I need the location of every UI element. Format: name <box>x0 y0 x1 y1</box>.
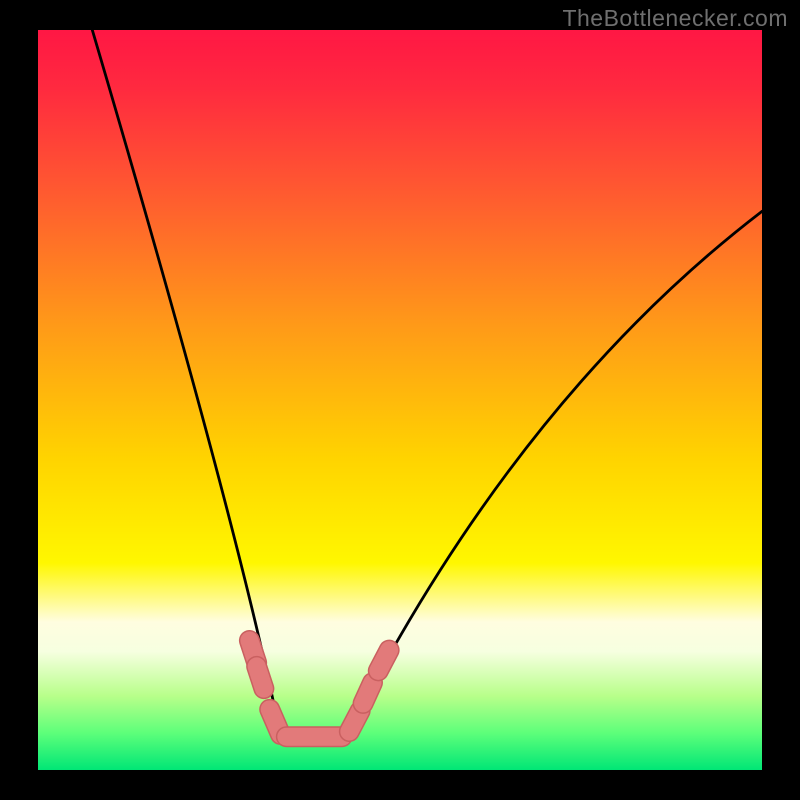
data-marker <box>257 666 264 688</box>
gradient-background <box>38 30 762 770</box>
chart-container: TheBottlenecker.com <box>0 0 800 800</box>
data-marker <box>349 711 360 732</box>
plot-area <box>38 30 762 770</box>
data-marker <box>378 650 389 671</box>
data-marker <box>363 683 372 704</box>
chart-svg <box>38 30 762 770</box>
watermark-text: TheBottlenecker.com <box>562 5 788 32</box>
